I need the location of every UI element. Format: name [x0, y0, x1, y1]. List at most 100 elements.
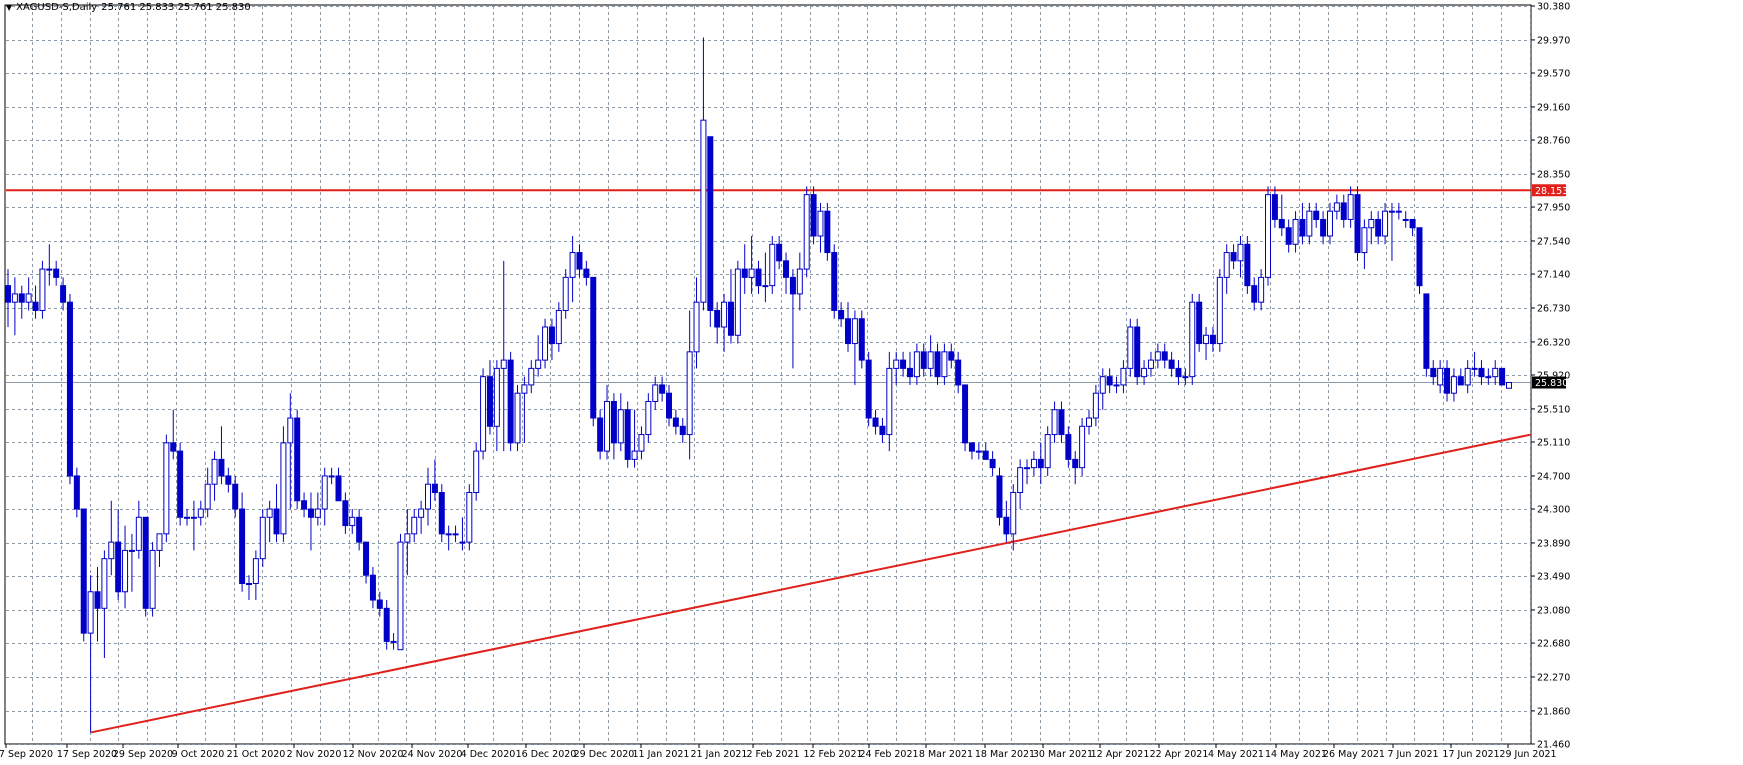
candle-body-bear	[707, 136, 714, 311]
candle	[1079, 418, 1086, 476]
candle-body-bull	[39, 268, 46, 311]
candle	[190, 500, 197, 551]
candle-body-bear	[1271, 194, 1278, 220]
candle-body-bear	[1416, 227, 1423, 287]
candle	[1499, 367, 1506, 386]
candle-body-bear	[486, 376, 493, 427]
candle	[906, 351, 913, 385]
candle	[218, 426, 225, 485]
candle-body-bull	[425, 483, 432, 510]
candle	[369, 566, 376, 609]
candle	[1099, 368, 1106, 410]
candle	[259, 509, 266, 567]
x-tick-label: 29 Sep 2020	[113, 749, 173, 760]
candle	[989, 451, 996, 476]
y-tick-label: 21.860	[1537, 706, 1570, 717]
candle	[535, 335, 542, 377]
candle	[548, 318, 555, 361]
candle-body-bear	[1003, 516, 1010, 535]
candle	[438, 484, 445, 543]
x-tick-label: 29 Jun 2021	[1499, 749, 1556, 760]
candle-body-bull	[25, 293, 32, 303]
candle	[500, 260, 507, 452]
candle-body-bull	[411, 516, 418, 535]
candle	[225, 467, 232, 493]
candle	[128, 533, 135, 592]
candle	[707, 136, 714, 328]
candle	[232, 475, 239, 518]
candle	[1333, 194, 1340, 220]
dropdown-triangle-icon[interactable]: ▼	[6, 3, 13, 12]
candle	[5, 269, 11, 328]
price-tag-label: 25.830	[1535, 378, 1568, 389]
candle-body-bear	[1106, 376, 1113, 386]
candle-body-bear	[1299, 218, 1306, 237]
x-tick-label: 11 Jan 2021	[633, 749, 690, 760]
candle	[280, 426, 287, 543]
candle-body-bull	[46, 268, 53, 271]
candle	[1258, 269, 1265, 311]
y-tick-label: 23.890	[1537, 538, 1570, 549]
candle	[1223, 244, 1230, 294]
current-price-tag: 25.830	[1532, 376, 1568, 389]
candle-body-bull	[645, 400, 652, 436]
candle-body-bear	[934, 351, 941, 378]
candle	[941, 343, 948, 385]
candle	[1154, 343, 1161, 369]
candle-body-bear	[307, 508, 314, 518]
candle-body-bear	[1285, 227, 1292, 245]
candle-body-bull	[1382, 210, 1389, 237]
candle	[46, 244, 53, 286]
candle	[452, 525, 459, 543]
y-tick-label: 28.350	[1537, 169, 1570, 180]
candle-body-bull	[1099, 376, 1106, 394]
candle	[858, 310, 865, 369]
candle-body-bull	[652, 384, 659, 402]
candle	[879, 418, 886, 443]
candle-body-bull	[817, 210, 824, 237]
candle-body-bull	[617, 409, 624, 444]
candle	[1437, 360, 1444, 394]
candle	[1444, 360, 1451, 402]
candle-body-bear	[872, 417, 879, 427]
candle	[1464, 360, 1471, 394]
candle	[486, 360, 493, 435]
candle	[101, 550, 108, 658]
candle	[1430, 360, 1437, 385]
x-tick-label: 26 May 2021	[1323, 749, 1385, 760]
candle	[900, 351, 907, 377]
candle-body-bear	[755, 268, 762, 287]
candle	[1161, 343, 1168, 369]
candle-body-bear	[879, 425, 886, 436]
candle-body-bull	[397, 541, 404, 651]
candle	[66, 293, 73, 485]
price-tag-bg	[1532, 376, 1566, 389]
x-tick-label: 21 Oct 2020	[227, 749, 286, 760]
candle-body-bull	[1010, 491, 1017, 535]
candle-body-bull	[135, 516, 142, 551]
x-tick-label: 9 Oct 2020	[172, 749, 225, 760]
candle	[252, 550, 259, 601]
candle	[1209, 327, 1216, 352]
candle-body-bear	[968, 442, 975, 452]
candle-body-bull	[693, 301, 700, 353]
candle-body-bear	[273, 508, 280, 535]
x-tick-label: 16 Dec 2020	[516, 749, 577, 760]
candle-body-bear	[865, 359, 872, 419]
candle-body-bear	[982, 450, 989, 460]
candle	[363, 541, 370, 584]
candle	[624, 401, 631, 468]
candle	[53, 260, 60, 286]
support-trendline	[90, 433, 1532, 734]
candle-body-bear	[962, 384, 969, 444]
candle	[1409, 218, 1416, 237]
candle	[1271, 186, 1278, 228]
candle-body-bear	[955, 359, 962, 386]
candle-body-bull	[390, 640, 397, 643]
candle-body-bear	[1430, 367, 1437, 378]
candle-body-bull	[1306, 210, 1313, 237]
candle	[1375, 211, 1382, 245]
candle-body-bull	[259, 516, 266, 560]
candle-body-bull	[204, 483, 211, 510]
